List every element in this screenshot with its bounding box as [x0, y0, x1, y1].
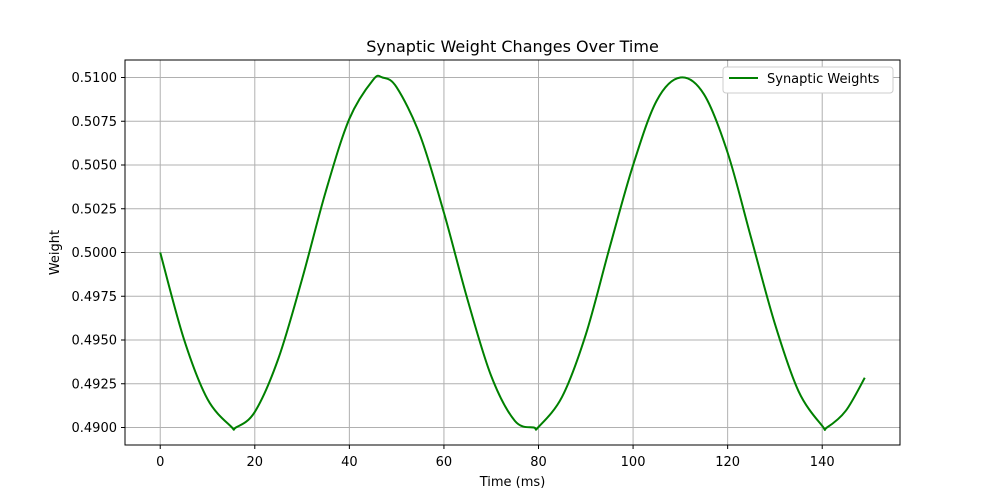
x-tick-label: 120 [715, 455, 740, 470]
y-axis: 0.4900 0.4925 0.4950 0.4975 0.5000 0.5025 0.50… [72, 71, 125, 436]
chart-title: Synaptic Weight Changes Over Time [366, 37, 659, 56]
x-tick-label: 40 [341, 455, 358, 470]
y-tick-label: 0.5000 [72, 246, 118, 261]
y-tick-label: 0.4900 [72, 421, 118, 436]
x-axis-label: Time (ms) [479, 475, 546, 490]
y-tick-label: 0.5100 [72, 71, 118, 86]
x-tick-label: 140 [810, 455, 835, 470]
y-tick-label: 0.4950 [72, 334, 118, 349]
series-line-0 [159, 74, 866, 431]
grid-lines [125, 60, 900, 445]
y-tick-label: 0.4975 [72, 290, 118, 305]
x-axis: 0 20 40 60 80 100 120 140 [156, 445, 835, 470]
plot-area [159, 74, 866, 431]
y-tick-label: 0.5050 [72, 159, 118, 174]
x-tick-label: 60 [436, 455, 453, 470]
y-axis-label: Weight [48, 230, 63, 275]
x-tick-label: 20 [247, 455, 264, 470]
x-tick-label: 100 [621, 455, 646, 470]
legend-box [722, 66, 894, 94]
legend-label: Synaptic Weights [767, 72, 880, 87]
y-tick-label: 0.5075 [72, 115, 118, 130]
legend: Synaptic Weights [722, 66, 894, 94]
x-tick-label: 0 [156, 455, 164, 470]
y-tick-label: 0.4925 [72, 377, 118, 392]
x-tick-label: 80 [530, 455, 547, 470]
y-tick-label: 0.5025 [72, 202, 118, 217]
